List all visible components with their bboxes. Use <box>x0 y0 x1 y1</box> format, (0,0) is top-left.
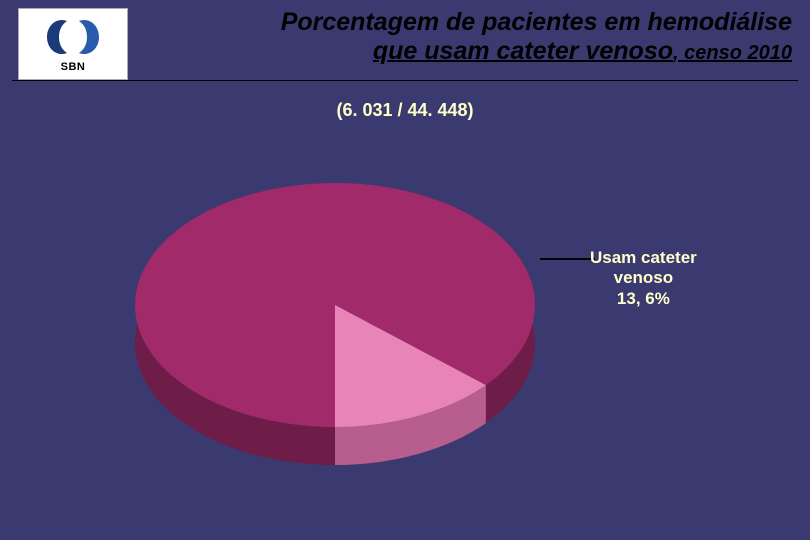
slide-header: SBN Porcentagem de pacientes em hemodiál… <box>0 0 810 84</box>
title-line-2: que usam cateter venoso, censo 2010 <box>140 37 792 66</box>
legend-leader-line <box>540 258 595 260</box>
slide-root: SBN Porcentagem de pacientes em hemodiál… <box>0 0 810 540</box>
subtitle-counts: (6. 031 / 44. 448) <box>0 100 810 121</box>
title-underlined: que usam cateter venoso <box>373 37 673 65</box>
sbn-logo: SBN <box>18 8 128 80</box>
census-text: censo 2010 <box>684 42 792 64</box>
legend-label: Usam cateter venoso 13, 6% <box>590 248 697 309</box>
pie-chart <box>120 150 550 480</box>
legend-line-3: 13, 6% <box>590 289 697 309</box>
header-rule <box>12 80 798 81</box>
title-line-1: Porcentagem de pacientes em hemodiálise <box>140 8 792 37</box>
kidney-icon <box>33 15 113 59</box>
legend-line-2: venoso <box>590 268 697 288</box>
census-prefix: , <box>673 42 684 64</box>
slide-title: Porcentagem de pacientes em hemodiálise … <box>140 8 792 66</box>
legend-line-1: Usam cateter <box>590 248 697 268</box>
logo-acronym: SBN <box>61 61 86 73</box>
